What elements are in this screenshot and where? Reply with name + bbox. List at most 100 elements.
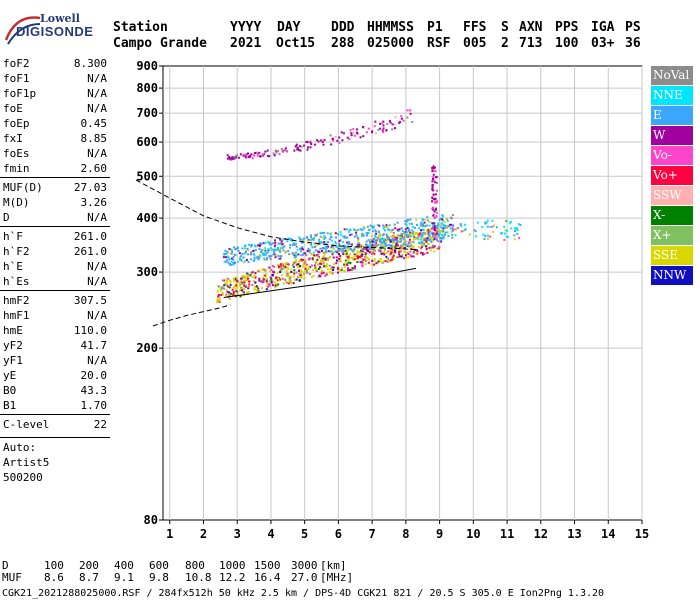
param-row: C-level 22 <box>0 417 110 432</box>
y-tick-label: 300 <box>136 265 158 279</box>
distance-row-value: 800 <box>185 559 205 572</box>
echo-point <box>287 263 290 266</box>
echo-point <box>310 253 313 256</box>
echo-point <box>317 253 320 256</box>
echo-point <box>299 248 302 251</box>
echo-point <box>289 238 292 241</box>
echo-point <box>361 248 364 251</box>
echo-point <box>279 270 282 273</box>
echo-point <box>219 289 222 292</box>
echo-point <box>360 255 363 258</box>
echo-point <box>260 243 263 246</box>
echo-point <box>382 233 385 236</box>
echo-point <box>274 241 277 244</box>
echo-point <box>404 222 407 225</box>
distance-row-value: 3000 <box>291 559 318 572</box>
echo-point <box>341 249 344 252</box>
echo-point <box>491 219 494 222</box>
echo-point <box>247 261 250 264</box>
echo-point <box>302 252 305 255</box>
echo-point <box>334 241 337 244</box>
header-label-1: YYYY <box>230 20 262 35</box>
echo-point <box>351 250 354 253</box>
echo-point <box>247 290 250 293</box>
echo-point <box>331 266 334 269</box>
echo-point <box>336 233 339 236</box>
header-label-6: FFS <box>463 20 487 35</box>
echo-point <box>365 249 368 252</box>
param-value: N/A <box>87 260 107 273</box>
echo-point <box>237 249 240 252</box>
echo-point <box>451 236 454 239</box>
echo-point <box>256 154 259 157</box>
header-label-5: P1 <box>427 20 443 35</box>
echo-point <box>442 237 445 240</box>
echo-point <box>293 252 296 255</box>
echo-point <box>291 243 294 246</box>
echo-point <box>357 228 360 231</box>
echo-point <box>270 279 273 282</box>
echo-point <box>391 242 394 245</box>
echo-point <box>400 238 403 241</box>
echo-point <box>361 228 364 231</box>
echo-point <box>392 240 395 243</box>
echo-point <box>226 277 229 280</box>
echo-point <box>361 258 364 261</box>
echo-point <box>295 254 298 257</box>
echo-point <box>386 235 389 238</box>
echo-point <box>254 152 257 155</box>
echo-point <box>229 283 232 286</box>
echo-point <box>433 250 436 253</box>
echo-point <box>399 237 402 240</box>
echo-point <box>258 243 261 246</box>
echo-point <box>303 264 306 267</box>
echo-point <box>303 277 306 280</box>
echo-point <box>234 287 237 290</box>
echo-point <box>403 234 406 237</box>
echo-point <box>386 244 389 247</box>
echo-point <box>338 269 341 272</box>
echo-point <box>407 229 410 232</box>
param-row: h`F 261.0 <box>0 229 110 244</box>
echo-point <box>292 242 295 245</box>
echo-point <box>330 239 333 242</box>
echo-point <box>336 139 339 142</box>
echo-point <box>274 284 277 287</box>
echo-point <box>279 242 282 245</box>
echo-point <box>330 272 333 275</box>
echo-point <box>468 233 471 236</box>
echo-point <box>484 234 487 237</box>
echo-point <box>301 246 304 249</box>
echo-point <box>429 228 432 231</box>
echo-point <box>431 206 434 209</box>
echo-point <box>437 222 440 225</box>
echo-point <box>284 266 287 269</box>
echo-point <box>513 238 516 241</box>
param-row: h`Es N/A <box>0 274 110 289</box>
echo-point <box>378 224 381 227</box>
echo-point <box>272 280 275 283</box>
echo-point <box>339 239 342 242</box>
echo-point <box>310 243 313 246</box>
echo-point <box>356 250 359 253</box>
echo-point <box>230 263 233 266</box>
echo-point <box>251 284 254 287</box>
param-value: 0.45 <box>80 117 108 130</box>
echo-point <box>393 241 396 244</box>
echo-point <box>359 136 362 139</box>
echo-point <box>225 293 228 296</box>
echo-point <box>377 230 380 233</box>
echo-point <box>228 258 231 261</box>
echo-point <box>326 259 329 262</box>
echo-point <box>363 227 366 230</box>
y-tick-label: 80 <box>144 513 158 527</box>
header-value-7: 2 <box>501 36 509 51</box>
param-name: h`F2 <box>3 245 30 258</box>
echo-point <box>434 233 437 236</box>
param-name: MUF(D) <box>3 181 43 194</box>
echo-point <box>265 258 268 261</box>
echo-point <box>302 253 305 256</box>
echo-point <box>322 143 325 146</box>
echo-point <box>231 156 234 159</box>
echo-point <box>421 245 424 248</box>
